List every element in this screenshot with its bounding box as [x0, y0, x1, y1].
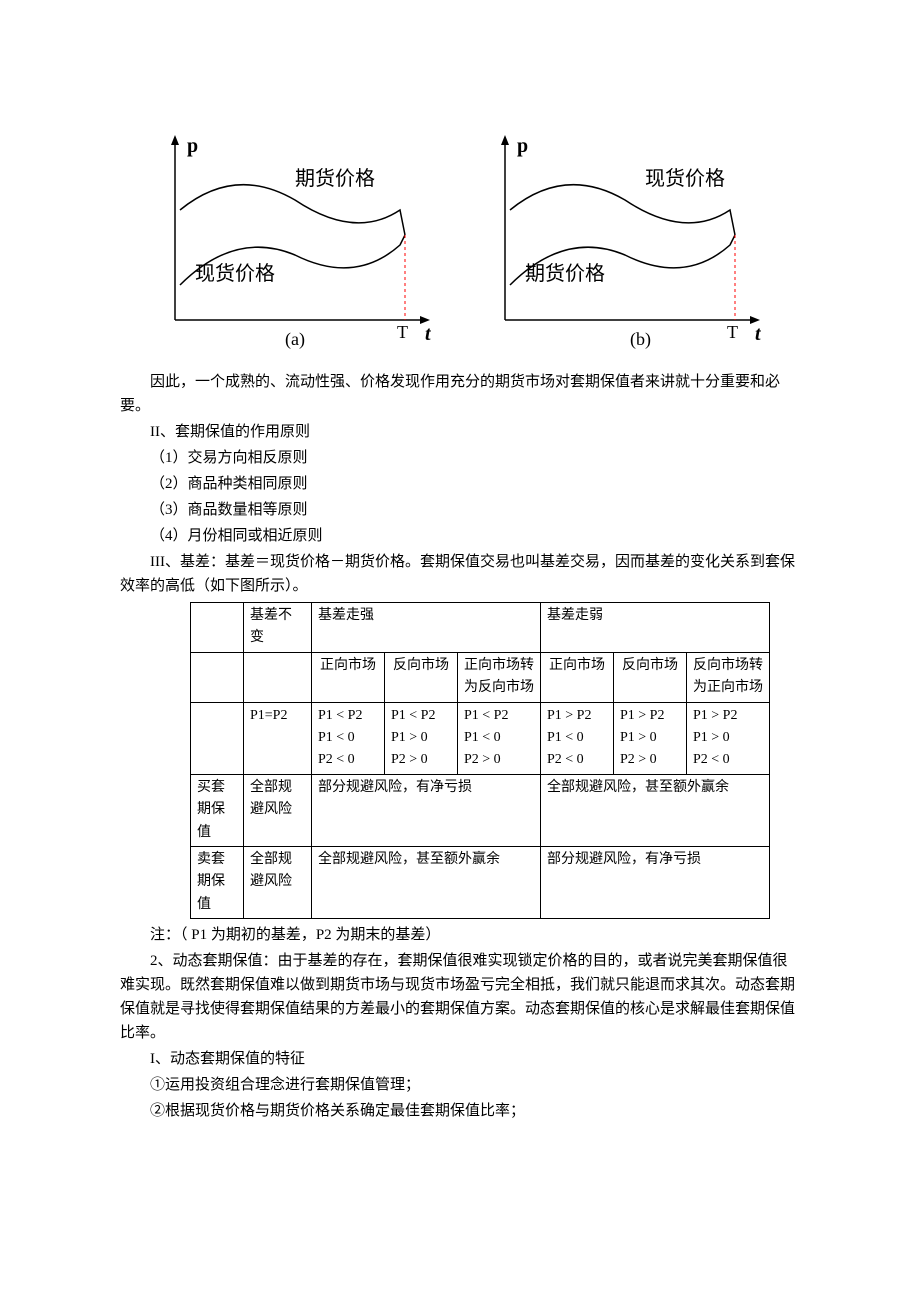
th-weak: 基差走弱	[541, 603, 770, 653]
rule-3: （3）商品数量相等原则	[120, 498, 800, 522]
chart-a-x-label: t	[425, 323, 432, 345]
heading-i-dyn: I、动态套期保值的特征	[120, 1047, 800, 1071]
th-nochange: 基差不变	[244, 603, 312, 653]
chart-a-delivery-label: T	[397, 322, 408, 342]
chart-a-bottom-label: 现货价格	[195, 262, 275, 285]
chart-a: p t 期货价格 现货价格 T (a)	[145, 130, 445, 360]
cell-eq: P1=P2	[244, 702, 312, 774]
row-sell-label: 卖套期保值	[191, 846, 244, 918]
cell-strong-fwd: P1 < P2 P1 < 0 P2 < 0	[312, 702, 385, 774]
chart-a-top-label: 期货价格	[295, 167, 375, 190]
cell-weak-rtf: P1 > P2 P1 > 0 P2 < 0	[687, 702, 770, 774]
chart-b-top-curve	[510, 185, 735, 235]
price-charts: p t 期货价格 现货价格 T (a) p t 现货价格 期货价	[120, 130, 800, 360]
cell-strong-rev: P1 < P2 P1 > 0 P2 > 0	[385, 702, 458, 774]
sub-strong-fwd: 正向市场	[312, 652, 385, 702]
rule-2: （2）商品种类相同原则	[120, 472, 800, 496]
basis-table: 基差不变 基差走强 基差走弱 正向市场 反向市场 正向市场转为反向市场 正向市场…	[190, 602, 770, 919]
heading-iii: III、基差：基差＝现货价格－期货价格。套期保值交易也叫基差交易，因而基差的变化…	[120, 550, 800, 598]
feature-2: ②根据现货价格与期货价格关系确定最佳套期保值比率；	[120, 1099, 800, 1123]
sub-weak-rev: 反向市场	[614, 652, 687, 702]
sub-strong-fwd-to-rev: 正向市场转为反向市场	[458, 652, 541, 702]
chart-b-top-label: 现货价格	[645, 167, 725, 190]
chart-b: p t 现货价格 期货价格 T (b)	[475, 130, 775, 360]
sell-nochange: 全部规避风险	[244, 846, 312, 918]
chart-b-label: (b)	[630, 329, 651, 350]
sub-weak-fwd: 正向市场	[541, 652, 614, 702]
para-dynamic: 2、动态套期保值：由于基差的存在，套期保值很难实现锁定价格的目的，或者说完美套期…	[120, 949, 800, 1045]
buy-weak: 全部规避风险，甚至额外赢余	[541, 774, 770, 846]
cell-weak-rev: P1 > P2 P1 > 0 P2 > 0	[614, 702, 687, 774]
sub-strong-rev: 反向市场	[385, 652, 458, 702]
th-strong: 基差走强	[312, 603, 541, 653]
cell-strong-ftr: P1 < P2 P1 < 0 P2 > 0	[458, 702, 541, 774]
chart-b-delivery-label: T	[727, 322, 738, 342]
chart-a-top-curve	[180, 185, 405, 235]
heading-ii: II、套期保值的作用原则	[120, 420, 800, 444]
cell-weak-fwd: P1 > P2 P1 < 0 P2 < 0	[541, 702, 614, 774]
rule-1: （1）交易方向相反原则	[120, 446, 800, 470]
rule-4: （4）月份相同或相近原则	[120, 524, 800, 548]
table-note: 注：（ P1 为期初的基差，P2 为期末的基差）	[120, 923, 800, 947]
para-intro: 因此，一个成熟的、流动性强、价格发现作用充分的期货市场对套期保值者来讲就十分重要…	[120, 370, 800, 418]
chart-b-y-label: p	[517, 135, 528, 157]
chart-a-y-label: p	[187, 135, 198, 157]
chart-a-label: (a)	[285, 329, 305, 350]
chart-b-x-label: t	[755, 323, 762, 345]
buy-strong: 部分规避风险，有净亏损	[312, 774, 541, 846]
sell-weak: 部分规避风险，有净亏损	[541, 846, 770, 918]
sell-strong: 全部规避风险，甚至额外赢余	[312, 846, 541, 918]
sub-weak-rev-to-fwd: 反向市场转为正向市场	[687, 652, 770, 702]
row-buy-label: 买套期保值	[191, 774, 244, 846]
chart-b-bottom-label: 期货价格	[525, 262, 605, 285]
buy-nochange: 全部规避风险	[244, 774, 312, 846]
feature-1: ①运用投资组合理念进行套期保值管理；	[120, 1073, 800, 1097]
